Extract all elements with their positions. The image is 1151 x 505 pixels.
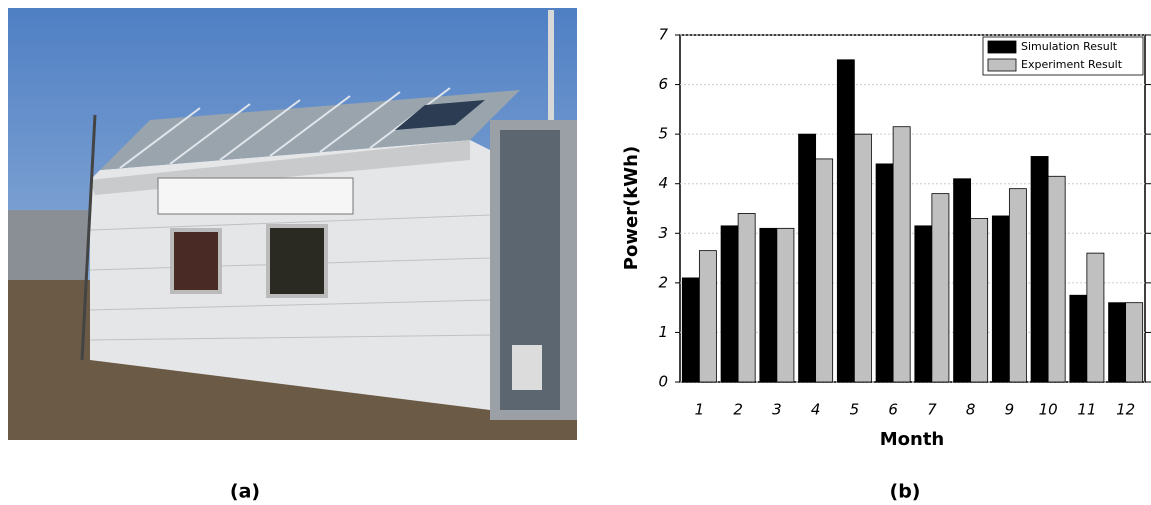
x-tick-label: 10 <box>1039 401 1058 419</box>
bar <box>953 178 972 383</box>
y-tick-label: 3 <box>658 224 668 242</box>
bar <box>737 213 756 383</box>
x-tick-label: 6 <box>888 401 898 419</box>
x-tick-label: 1 <box>695 401 705 419</box>
caption: (a) <box>230 481 260 503</box>
bar <box>914 225 933 383</box>
x-tick-label: 2 <box>733 401 743 419</box>
bar <box>815 158 834 383</box>
bar <box>1047 175 1066 383</box>
bar <box>931 193 950 383</box>
legend-label: Experiment Result <box>1021 58 1123 71</box>
photo <box>8 8 577 440</box>
legend-swatch <box>987 40 1017 54</box>
x-tick-label: 4 <box>811 401 821 419</box>
bar <box>776 227 795 383</box>
bar <box>698 250 717 383</box>
bar <box>759 227 778 383</box>
bar <box>798 133 817 383</box>
bar <box>892 126 911 383</box>
y-tick-label: 0 <box>658 373 668 391</box>
bar <box>1069 294 1088 383</box>
bar <box>991 215 1010 383</box>
y-tick-label: 6 <box>658 75 668 93</box>
y-tick-label: 7 <box>658 26 668 44</box>
bar <box>1108 302 1127 383</box>
caption: (b) <box>890 481 921 503</box>
y-tick-label: 4 <box>658 174 668 192</box>
bar <box>836 59 855 383</box>
x-tick-label: 8 <box>966 401 976 419</box>
y-tick-label: 5 <box>658 125 668 143</box>
bar <box>1030 156 1049 383</box>
bar <box>681 277 700 383</box>
x-tick-label: 5 <box>850 401 860 419</box>
bar <box>1086 252 1105 383</box>
x-tick-label: 12 <box>1116 401 1135 419</box>
bar <box>875 163 894 383</box>
bar <box>720 225 739 383</box>
x-tick-label: 3 <box>772 401 782 419</box>
bar <box>1008 188 1027 383</box>
legend-swatch <box>987 58 1017 72</box>
x-axis-title: Month <box>880 429 945 450</box>
y-axis-title: Power(kWh) <box>621 146 642 270</box>
x-tick-label: 7 <box>927 401 937 419</box>
legend-label: Simulation Result <box>1021 40 1118 53</box>
y-tick-label: 2 <box>658 273 668 291</box>
x-tick-label: 9 <box>1005 401 1015 419</box>
bar <box>1125 302 1144 383</box>
y-tick-label: 1 <box>658 323 668 341</box>
bar <box>853 133 872 383</box>
bar <box>970 218 989 383</box>
x-tick-label: 11 <box>1077 401 1096 419</box>
